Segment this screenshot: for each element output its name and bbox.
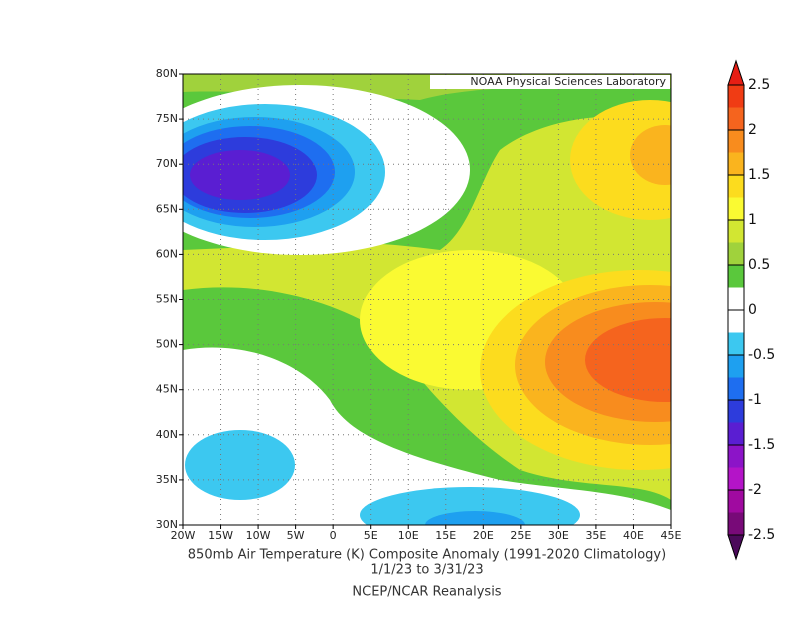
colorbar-label: -1 — [748, 392, 762, 408]
colorbar-label: 1 — [748, 212, 757, 228]
map-frame — [182, 73, 672, 526]
lon-label: 20W — [171, 529, 196, 542]
colorbar-band — [728, 242, 744, 265]
field-blue-south — [425, 511, 525, 525]
credit-box — [430, 75, 670, 89]
colorbar-band — [728, 107, 744, 130]
colorbar-label: 1.5 — [748, 167, 770, 183]
field-cyan-sw — [185, 430, 295, 500]
colorbar-band — [728, 422, 744, 445]
colorbar-band — [728, 377, 744, 400]
colorbar-label: -2 — [748, 482, 762, 498]
lon-label: 10W — [246, 529, 271, 542]
colorbar-bottom-arrow — [727, 534, 745, 561]
credit: NOAA Physical Sciences Laboratory — [470, 75, 666, 88]
colorbar-band — [728, 197, 744, 220]
lon-label: 35E — [585, 529, 606, 542]
lon-label: 15W — [208, 529, 233, 542]
field-red-east — [585, 318, 671, 402]
colorbar-band — [728, 310, 744, 333]
caption-source: NCEP/NCAR Reanalysis — [352, 585, 501, 600]
lon-label: 10E — [398, 529, 419, 542]
lat-label: 50N — [156, 338, 178, 351]
field-cyan-south — [360, 487, 580, 525]
colorbar-band — [728, 265, 744, 288]
colorbar-label: 2.5 — [748, 77, 770, 93]
colorbar-top-arrow — [727, 59, 745, 86]
colorbar-band — [728, 220, 744, 243]
lon-label: 30E — [548, 529, 569, 542]
colorbar-band — [728, 332, 744, 355]
lon-label: 5W — [287, 529, 305, 542]
lat-label: 60N — [156, 247, 178, 260]
colorbar-band — [728, 287, 744, 310]
lon-label: 40E — [623, 529, 644, 542]
lon-label: 20E — [473, 529, 494, 542]
lat-label: 70N — [156, 157, 178, 170]
lat-label: 75N — [156, 112, 178, 125]
colorbar-band — [728, 445, 744, 468]
caption-dates: 1/1/23 to 3/31/23 — [370, 563, 483, 578]
colorbar-label: 0.5 — [748, 257, 770, 273]
colorbar-label: 2 — [748, 122, 757, 138]
colorbar-band — [728, 85, 744, 108]
lon-label: 15E — [435, 529, 456, 542]
colorbar-band — [728, 400, 744, 423]
colorbar-band — [728, 355, 744, 378]
colorbar-label: -1.5 — [748, 437, 775, 453]
lat-label: 40N — [156, 428, 178, 441]
colorbar-band — [728, 130, 744, 153]
colorbar-band — [728, 490, 744, 513]
lon-label: 0 — [330, 529, 337, 542]
colorbar-band — [728, 512, 744, 535]
lon-label: 5E — [364, 529, 378, 542]
lon-label: 45E — [661, 529, 682, 542]
caption-title: 850mb Air Temperature (K) Composite Anom… — [188, 548, 666, 563]
colorbar: 2.5 2 1.5 1 0.5 0 -0.5 -1 -1.5 -2 -2.5 — [727, 59, 775, 561]
lat-label: 35N — [156, 473, 178, 486]
lat-label: 45N — [156, 383, 178, 396]
lat-label: 55N — [156, 293, 178, 306]
lat-label: 80N — [156, 67, 178, 80]
lat-label: 65N — [156, 202, 178, 215]
field-purple — [190, 150, 290, 200]
colorbar-band — [728, 175, 744, 198]
colorbar-label: 0 — [748, 302, 757, 318]
lat-label: 30N — [156, 518, 178, 531]
graticule — [179, 73, 672, 529]
lon-label: 25E — [510, 529, 531, 542]
colorbar-label: -0.5 — [748, 347, 775, 363]
colorbar-band — [728, 467, 744, 490]
colorbar-band — [728, 152, 744, 175]
map-field — [183, 74, 671, 525]
field-orange-ne — [630, 125, 671, 185]
field-white-south — [183, 347, 671, 525]
colorbar-label: -2.5 — [748, 527, 775, 543]
